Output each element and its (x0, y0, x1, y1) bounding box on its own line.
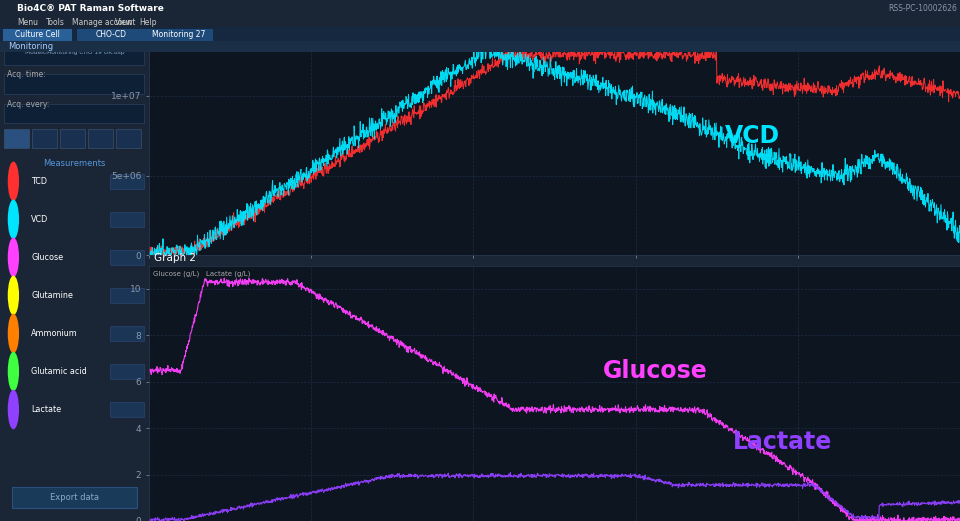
Text: Glutamic acid: Glutamic acid (32, 367, 87, 376)
Text: Tools: Tools (46, 18, 65, 27)
Circle shape (8, 314, 19, 353)
Text: TCD (Cells/mL)   VCD (Cells/mL): TCD (Cells/mL) VCD (Cells/mL) (153, 5, 263, 11)
Text: View: View (115, 18, 133, 27)
Text: Bio4C® PAT Raman Software: Bio4C® PAT Raman Software (17, 4, 164, 14)
Bar (5, 74, 144, 94)
Bar (110, 326, 144, 341)
Text: Help: Help (139, 18, 156, 27)
Text: Glucose: Glucose (32, 253, 63, 262)
Text: Glucose: Glucose (603, 359, 708, 383)
Text: Glucose (g/L)   Lactate (g/L): Glucose (g/L) Lactate (g/L) (153, 271, 251, 277)
Text: Acq. every:: Acq. every: (8, 100, 50, 109)
Text: ModelcMonitoring CHO 19 OK.usp: ModelcMonitoring CHO 19 OK.usp (25, 49, 124, 55)
Text: Monitoring: Monitoring (8, 42, 53, 52)
Bar (116, 129, 141, 148)
Text: Lactate: Lactate (32, 405, 61, 414)
Circle shape (8, 200, 19, 239)
Text: Acq. time:: Acq. time: (8, 70, 46, 79)
Circle shape (8, 238, 19, 277)
Text: Culture Cell: Culture Cell (15, 30, 60, 39)
Bar (88, 129, 113, 148)
Text: VCD: VCD (725, 124, 780, 148)
Text: Graph 2: Graph 2 (154, 253, 196, 263)
Text: Monitoring 27: Monitoring 27 (152, 30, 205, 39)
Text: VCD: VCD (32, 215, 49, 224)
Circle shape (8, 390, 19, 429)
Text: Menu: Menu (17, 18, 38, 27)
Text: CHO-CD: CHO-CD (96, 30, 127, 39)
Bar (110, 364, 144, 379)
Text: Monitoring: Monitoring (44, 13, 105, 23)
Text: RSS-PC-10002626: RSS-PC-10002626 (888, 4, 957, 14)
Circle shape (8, 162, 19, 201)
Circle shape (8, 352, 19, 391)
Text: TCD: TCD (32, 177, 47, 186)
Bar (110, 174, 144, 189)
Text: Lactate: Lactate (732, 430, 832, 454)
Bar (5, 129, 29, 148)
Bar (5, 39, 144, 65)
Bar (12, 487, 137, 508)
Text: Export data: Export data (50, 493, 99, 502)
Bar (5, 104, 144, 123)
Bar (60, 129, 85, 148)
Bar (110, 212, 144, 227)
Bar (33, 129, 57, 148)
Text: Manage account: Manage account (72, 18, 135, 27)
Text: Glutamine: Glutamine (32, 291, 73, 300)
Bar (110, 250, 144, 265)
Text: Ammonium: Ammonium (32, 329, 78, 338)
Text: Model:: Model: (8, 34, 33, 43)
Text: TCD: TCD (781, 32, 834, 56)
Text: Measurements: Measurements (43, 159, 106, 168)
Bar (110, 402, 144, 417)
Bar (110, 288, 144, 303)
Circle shape (8, 276, 19, 315)
